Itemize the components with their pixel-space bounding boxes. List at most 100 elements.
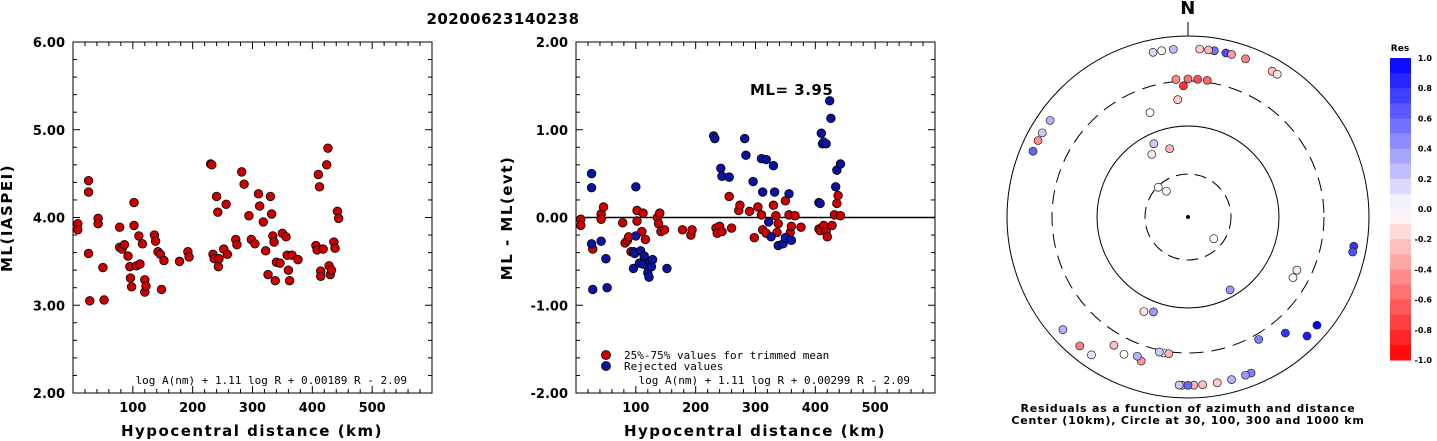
- panel1-xticks: 100 200 300 400 500: [84, 42, 421, 416]
- data-point: [601, 254, 611, 264]
- station-point: [1058, 325, 1068, 334]
- data-point: [270, 275, 280, 286]
- data-point: [716, 163, 726, 174]
- figure-title: 20200623140238: [426, 10, 579, 28]
- data-point: [211, 191, 222, 202]
- station-point: [1281, 328, 1290, 338]
- data-point: [174, 256, 185, 267]
- station-point: [1165, 144, 1175, 154]
- data-point: [266, 209, 277, 219]
- colorbar: Res 1.0 0.8 0.6 0.4 0.2 0.0 -0.2 -0.4 -0.6 -0.8 -1…: [1390, 44, 1432, 365]
- data-point: [254, 201, 265, 211]
- data-point: [586, 168, 597, 179]
- data-point: [134, 231, 144, 241]
- data-point: [821, 139, 831, 149]
- data-point: [93, 218, 103, 229]
- colorbar-tick-label: -0.2: [1415, 235, 1433, 244]
- panel1-points: [73, 143, 344, 306]
- data-point: [768, 161, 779, 171]
- panel2-points: [576, 96, 846, 295]
- data-point: [316, 271, 326, 281]
- colorbar-title: Res: [1391, 44, 1409, 54]
- data-point: [239, 179, 249, 189]
- data-point: [125, 273, 136, 283]
- data-point: [260, 246, 271, 256]
- data-point: [150, 236, 161, 246]
- data-point: [638, 208, 648, 218]
- data-point: [588, 284, 598, 295]
- station-point: [1139, 307, 1149, 316]
- station-point: [1204, 45, 1213, 55]
- data-point: [253, 189, 264, 199]
- station-point: [1302, 331, 1312, 341]
- colorbar-swatch: [1390, 329, 1411, 346]
- data-point: [827, 220, 837, 231]
- station-point: [1202, 75, 1212, 85]
- colorbar-tick-label: 0.8: [1418, 84, 1433, 93]
- data-point: [156, 284, 167, 295]
- data-point: [135, 259, 145, 269]
- data-point: [258, 217, 268, 227]
- data-point: [326, 265, 337, 275]
- y-tick-label: -2.00: [531, 387, 568, 402]
- x-tick-label: 200: [682, 401, 709, 416]
- colorbar-swatch: [1390, 299, 1411, 316]
- x-tick-label: 400: [299, 401, 326, 416]
- data-point: [631, 182, 641, 192]
- data-point: [83, 248, 94, 259]
- colorbar-tick-label: -0.6: [1415, 296, 1433, 305]
- station-point: [1087, 350, 1096, 360]
- data-point: [313, 169, 324, 180]
- panel1-xlabel: Hypocentral distance (km): [121, 422, 383, 440]
- data-point: [85, 296, 95, 306]
- data-point: [766, 232, 776, 242]
- colorbar-swatch: [1390, 163, 1411, 180]
- x-tick-label: 200: [179, 401, 206, 416]
- data-point: [123, 251, 133, 261]
- data-point: [749, 232, 760, 243]
- data-point: [816, 128, 827, 138]
- colorbar-tick-label: 1.0: [1418, 54, 1433, 63]
- data-point: [141, 281, 151, 291]
- colorbar-tick-label: -0.8: [1415, 326, 1433, 335]
- data-point: [330, 243, 340, 253]
- y-tick-label: 3.00: [33, 299, 65, 314]
- data-point: [744, 206, 755, 217]
- data-point: [830, 182, 841, 192]
- data-point: [617, 218, 628, 228]
- panel-ml-residual: -2.00 -1.00 0.00 1.00 2.00 100 200 300 400 500 M…: [498, 36, 936, 440]
- data-point: [677, 225, 688, 235]
- station-point: [1033, 136, 1043, 145]
- panel-azimuth-distance: N Residuals as a function of azimuth and…: [1006, 0, 1370, 427]
- data-point: [771, 211, 781, 221]
- data-point: [632, 216, 642, 226]
- station-point: [1164, 349, 1174, 359]
- polar-caption-2: Center (10km), Circle at 30, 100, 300 an…: [1011, 414, 1364, 427]
- y-tick-label: 6.00: [33, 36, 65, 51]
- panel1-formula: log A(nm) + 1.11 log R + 0.00189 R - 2.0…: [135, 374, 407, 387]
- data-point: [790, 211, 800, 221]
- station-point: [1075, 341, 1085, 351]
- data-point: [835, 159, 846, 169]
- station-point: [1227, 375, 1236, 384]
- y-tick-label: 1.00: [536, 124, 568, 139]
- colorbar-tick-label: -0.4: [1415, 265, 1433, 274]
- data-point: [281, 232, 291, 242]
- data-point: [784, 189, 794, 199]
- data-point: [769, 187, 780, 197]
- data-point: [826, 113, 836, 124]
- data-point: [735, 200, 745, 210]
- data-point: [757, 187, 768, 197]
- data-point: [659, 225, 670, 235]
- colorbar-swatch: [1390, 254, 1411, 270]
- data-point: [318, 244, 328, 254]
- colorbar-swatch: [1390, 118, 1411, 134]
- station-point: [1254, 335, 1264, 344]
- station-point: [1145, 108, 1155, 117]
- data-point: [815, 198, 825, 209]
- station-point: [1288, 273, 1298, 282]
- data-point: [710, 133, 720, 144]
- data-point: [628, 263, 639, 274]
- station-point: [1157, 46, 1167, 56]
- station-point: [1149, 139, 1159, 149]
